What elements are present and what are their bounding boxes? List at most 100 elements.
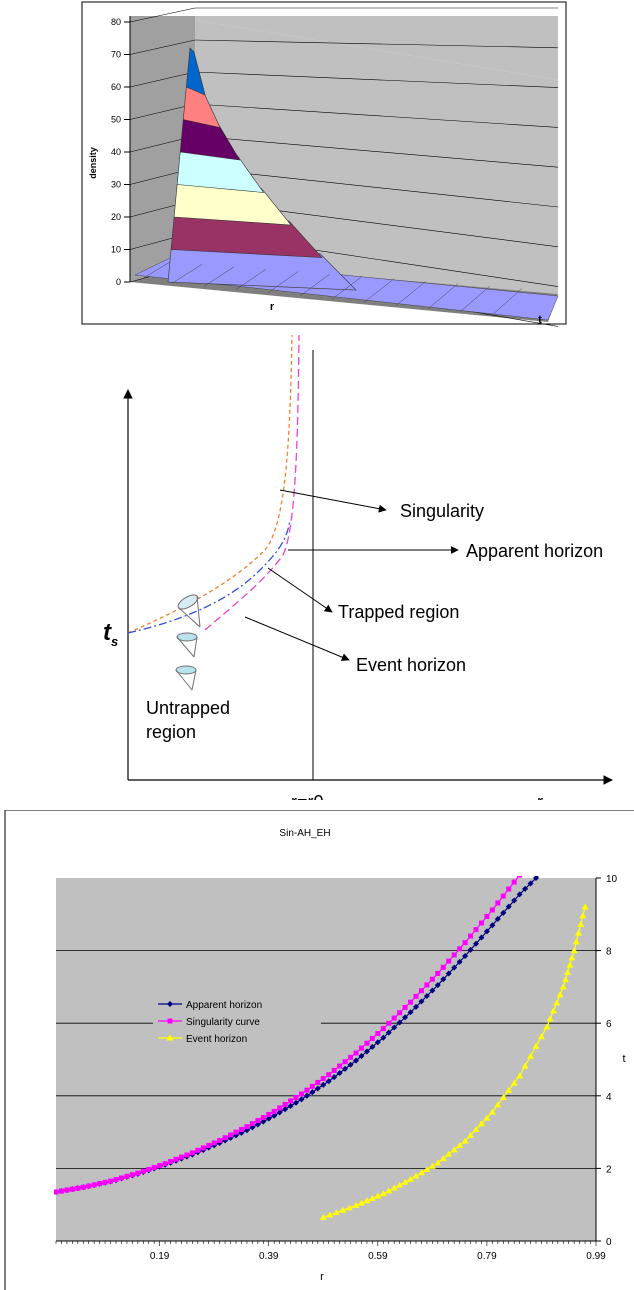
data-point: [238, 1129, 245, 1136]
data-point: [162, 1161, 168, 1167]
legend-marker: [167, 1018, 173, 1024]
y-tick-label: 4: [606, 1092, 612, 1103]
series-2: [319, 903, 589, 1220]
surface-mesh-line: [363, 278, 395, 303]
surface-band: [186, 47, 206, 96]
data-point: [418, 988, 424, 994]
data-point: [358, 1053, 365, 1060]
data-point: [407, 1009, 414, 1016]
data-point: [537, 1033, 545, 1040]
data-point: [352, 1201, 360, 1208]
data-point: [336, 1070, 343, 1077]
data-point: [408, 999, 414, 1005]
x-tick-label: 0.99: [586, 1251, 606, 1262]
surface-mesh-line: [491, 288, 523, 316]
density-x-label: r: [270, 301, 275, 313]
plot-area: [56, 878, 596, 1241]
density-tick-label: 10: [111, 245, 121, 255]
data-point: [456, 1142, 464, 1149]
data-point: [368, 1194, 376, 1201]
side-gridline: [129, 39, 196, 55]
data-point: [483, 928, 490, 935]
data-point: [375, 1031, 381, 1037]
data-point: [489, 907, 495, 913]
data-point: [505, 1086, 513, 1093]
data-point: [500, 893, 506, 899]
data-point: [494, 916, 501, 923]
surface-mesh-line: [395, 281, 427, 306]
apparent-horizon-label: Apparent horizon: [466, 541, 603, 561]
data-point: [445, 1150, 453, 1157]
light-cone-mid: [176, 632, 198, 658]
data-point: [380, 1026, 386, 1032]
surface-mesh-line: [459, 285, 491, 313]
data-point: [575, 929, 583, 936]
data-point: [102, 1179, 108, 1185]
legend: Apparent horizon Singularity curve Event h…: [153, 993, 321, 1051]
data-point: [461, 1137, 469, 1144]
data-point: [379, 1190, 387, 1197]
data-point: [124, 1173, 130, 1179]
density-tick-label: 40: [111, 147, 121, 157]
data-point: [556, 991, 564, 998]
surface-band: [170, 216, 323, 258]
data-point: [325, 1078, 332, 1085]
data-point: [386, 1020, 392, 1026]
singularity-label: Singularity: [400, 501, 484, 521]
x-tick-label: 0.19: [150, 1251, 170, 1262]
data-point: [369, 1035, 375, 1041]
data-point: [271, 1108, 277, 1114]
density-y-label: density: [88, 147, 98, 179]
data-point: [260, 1115, 266, 1121]
ts-label: ts: [103, 619, 118, 649]
trapped-region-pointer: [267, 567, 333, 613]
data-point: [277, 1105, 283, 1111]
surface-mesh-line: [427, 283, 459, 309]
data-point: [75, 1185, 81, 1191]
data-point: [546, 1015, 554, 1022]
data-point: [548, 860, 554, 866]
data-point: [494, 1101, 502, 1108]
data-point: [222, 1135, 228, 1141]
horizontal-gridlines: [56, 950, 596, 1169]
density-depth-label: t: [538, 314, 542, 326]
data-point: [86, 1183, 92, 1189]
data-point: [577, 920, 585, 927]
density-tick-label: 0: [116, 277, 121, 287]
data-point: [528, 858, 533, 863]
data-point: [527, 1052, 535, 1059]
data-point: [511, 897, 518, 904]
data-point: [293, 1099, 299, 1106]
data-point: [227, 1134, 234, 1141]
data-point: [424, 982, 430, 988]
data-point: [499, 1094, 507, 1101]
data-point: [413, 1003, 419, 1010]
data-point: [521, 1062, 529, 1069]
back-gridline: [194, 103, 559, 128]
y-axis-label: t: [622, 1053, 625, 1065]
data-point: [544, 836, 549, 841]
data-point: [135, 1170, 141, 1176]
data-point: [523, 865, 528, 870]
data-point: [539, 843, 544, 848]
data-point: [293, 1094, 299, 1100]
data-point: [434, 982, 441, 989]
data-point: [549, 1007, 557, 1014]
data-point: [564, 968, 572, 975]
data-point: [173, 1156, 179, 1162]
data-point: [228, 1132, 234, 1138]
data-point: [495, 900, 501, 906]
data-point: [428, 1162, 436, 1169]
data-point: [489, 922, 496, 929]
surface-band: [167, 249, 357, 291]
data-point: [244, 1124, 250, 1130]
data-point: [579, 912, 587, 919]
data-point: [64, 1187, 70, 1193]
data-point: [488, 1108, 496, 1115]
surface-mesh-line: [235, 268, 267, 290]
data-point: [506, 886, 512, 892]
data-point: [255, 1118, 261, 1124]
x-axis-ticks: 0.19 0.39 0.59 0.79 0.99: [55, 1241, 606, 1262]
data-point: [532, 1042, 540, 1049]
data-point: [462, 953, 469, 960]
